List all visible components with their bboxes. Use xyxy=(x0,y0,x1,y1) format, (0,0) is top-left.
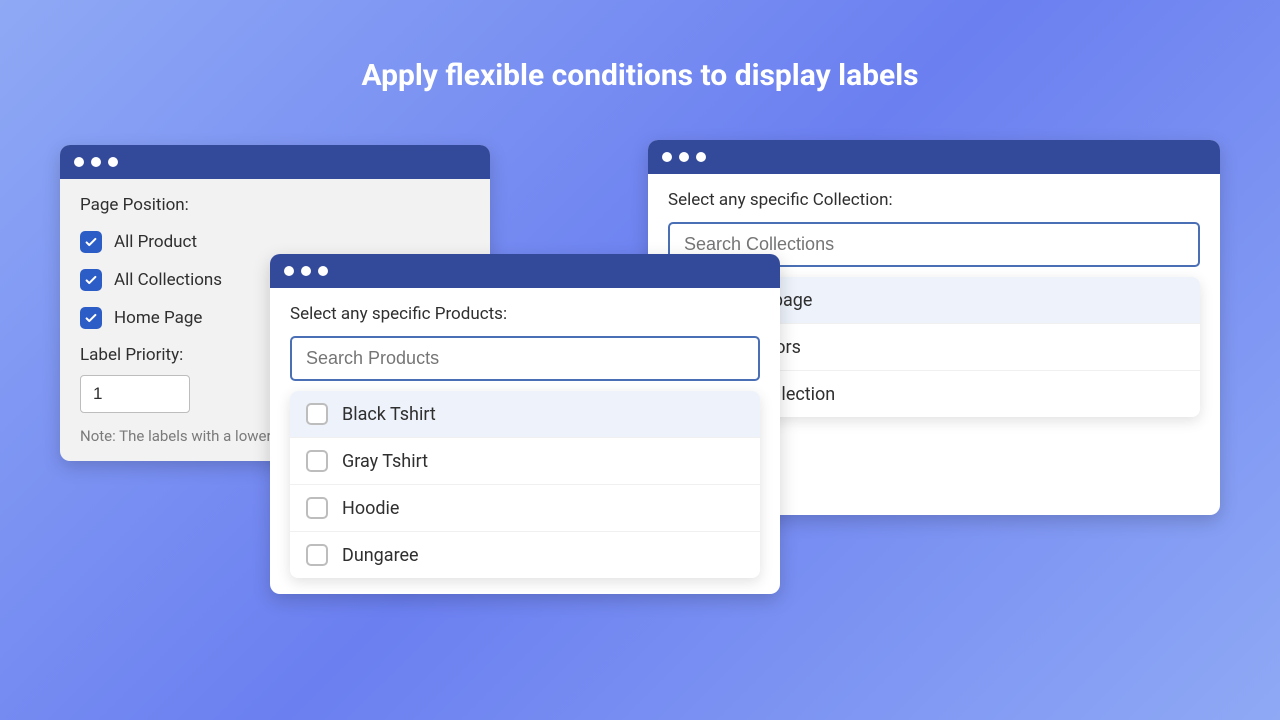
list-item-label: Gray Tshirt xyxy=(342,451,428,472)
window-titlebar xyxy=(270,254,780,288)
checkbox-icon xyxy=(306,450,328,472)
checkbox-icon xyxy=(306,544,328,566)
list-item[interactable]: Dungaree xyxy=(290,532,760,578)
label-priority-input[interactable] xyxy=(80,375,190,413)
window-dot-icon xyxy=(679,152,689,162)
search-products-input[interactable] xyxy=(290,336,760,381)
window-dot-icon xyxy=(108,157,118,167)
checkbox-icon xyxy=(306,403,328,425)
window-dot-icon xyxy=(74,157,84,167)
list-item-label: Black Tshirt xyxy=(342,404,436,425)
list-item[interactable]: Gray Tshirt xyxy=(290,438,760,485)
window-titlebar xyxy=(60,145,490,179)
section-label: Select any specific Collection: xyxy=(668,190,1200,210)
panel-select-products: Select any specific Products: Black Tshi… xyxy=(270,254,780,594)
window-titlebar xyxy=(648,140,1220,174)
check-icon xyxy=(80,307,102,329)
section-label: Page Position: xyxy=(80,195,470,215)
page-title: Apply flexible conditions to display lab… xyxy=(0,58,1280,93)
list-item[interactable]: Hoodie xyxy=(290,485,760,532)
checkbox-all-product[interactable]: All Product xyxy=(80,231,470,253)
list-item[interactable]: Black Tshirt xyxy=(290,391,760,438)
window-dot-icon xyxy=(696,152,706,162)
window-dot-icon xyxy=(318,266,328,276)
checkbox-icon xyxy=(306,497,328,519)
checkbox-label: All Product xyxy=(114,232,197,252)
checkbox-label: All Collections xyxy=(114,270,222,290)
list-item-label: Dungaree xyxy=(342,545,419,566)
products-dropdown: Black Tshirt Gray Tshirt Hoodie Dungaree xyxy=(290,391,760,578)
window-dot-icon xyxy=(301,266,311,276)
window-dot-icon xyxy=(662,152,672,162)
section-label: Select any specific Products: xyxy=(290,304,760,324)
check-icon xyxy=(80,231,102,253)
list-item-label: Hoodie xyxy=(342,498,399,519)
check-icon xyxy=(80,269,102,291)
window-dot-icon xyxy=(91,157,101,167)
checkbox-label: Home Page xyxy=(114,308,202,328)
window-dot-icon xyxy=(284,266,294,276)
